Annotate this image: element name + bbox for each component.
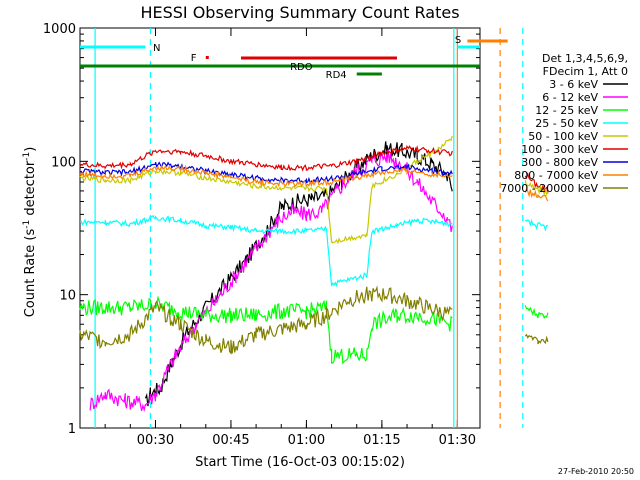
- series-line-post-gap: [524, 333, 549, 345]
- series-line-post-gap: [524, 180, 549, 197]
- x-axis-label: Start Time (16-Oct-03 00:15:02): [195, 455, 405, 470]
- y-tick-label: 100: [51, 155, 76, 170]
- series-line: [79, 135, 453, 245]
- legend-entry-label: 12 - 25 keV: [535, 104, 598, 117]
- y-tick-label: 1: [68, 422, 76, 437]
- legend-entry-label: 3 - 6 keV: [549, 78, 598, 91]
- chart-title: HESSI Observing Summary Count Rates: [140, 3, 459, 22]
- x-tick-label: 01:30: [439, 433, 476, 448]
- legend-entry-label: 6 - 12 keV: [542, 91, 598, 104]
- rdo-label: RDO: [290, 62, 313, 73]
- series-line: [79, 161, 453, 185]
- legend-header: FDecim 1, Att 0: [543, 65, 628, 78]
- plot-frame: [79, 27, 481, 429]
- legend-entry-label: 300 - 800 keV: [521, 156, 598, 169]
- series-line: [144, 141, 453, 407]
- series-line: [79, 295, 453, 365]
- night-label: N: [153, 43, 160, 54]
- series-line-post-gap: [524, 219, 549, 232]
- legend-entry-label: 800 - 7000 keV: [514, 169, 598, 182]
- x-tick-label: 00:30: [137, 433, 174, 448]
- legend: Det 1,3,4,5,6,9,FDecim 1, Att 03 - 6 keV…: [500, 52, 628, 195]
- series-line: [79, 163, 453, 188]
- timestamp: 27-Feb-2010 20:50: [558, 467, 634, 476]
- y-tick-label: 1000: [43, 22, 76, 37]
- y-tick-label: 10: [59, 289, 76, 304]
- plot-area: 00:30 00:45 01:00 01:15 01:30 1 10 100 1000 N F S RD…: [43, 22, 549, 448]
- series-line-post-gap: [524, 172, 549, 194]
- legend-entry-label: 50 - 100 keV: [528, 130, 598, 143]
- legend-entry-label: 25 - 50 keV: [535, 117, 598, 130]
- saa-label: S: [455, 35, 461, 46]
- legend-entry-label: 7000 - 20000 keV: [500, 182, 598, 195]
- rd4-label: RD4: [326, 70, 347, 81]
- x-tick-label: 01:15: [363, 433, 400, 448]
- series-line: [79, 144, 453, 172]
- series-line-post-gap: [524, 187, 549, 202]
- series-line-post-gap: [524, 305, 549, 319]
- flare-label: F: [191, 53, 197, 64]
- series-line: [79, 285, 453, 355]
- x-tick-label: 00:45: [212, 433, 249, 448]
- series-line: [89, 149, 453, 413]
- flare-mark: [205, 56, 209, 59]
- x-tick-label: 01:00: [288, 433, 325, 448]
- series-line: [79, 214, 453, 288]
- legend-header: Det 1,3,4,5,6,9,: [542, 52, 628, 65]
- legend-entry-label: 100 - 300 keV: [521, 143, 598, 156]
- y-axis-label: Count Rate (s-1 detector-1): [22, 147, 38, 318]
